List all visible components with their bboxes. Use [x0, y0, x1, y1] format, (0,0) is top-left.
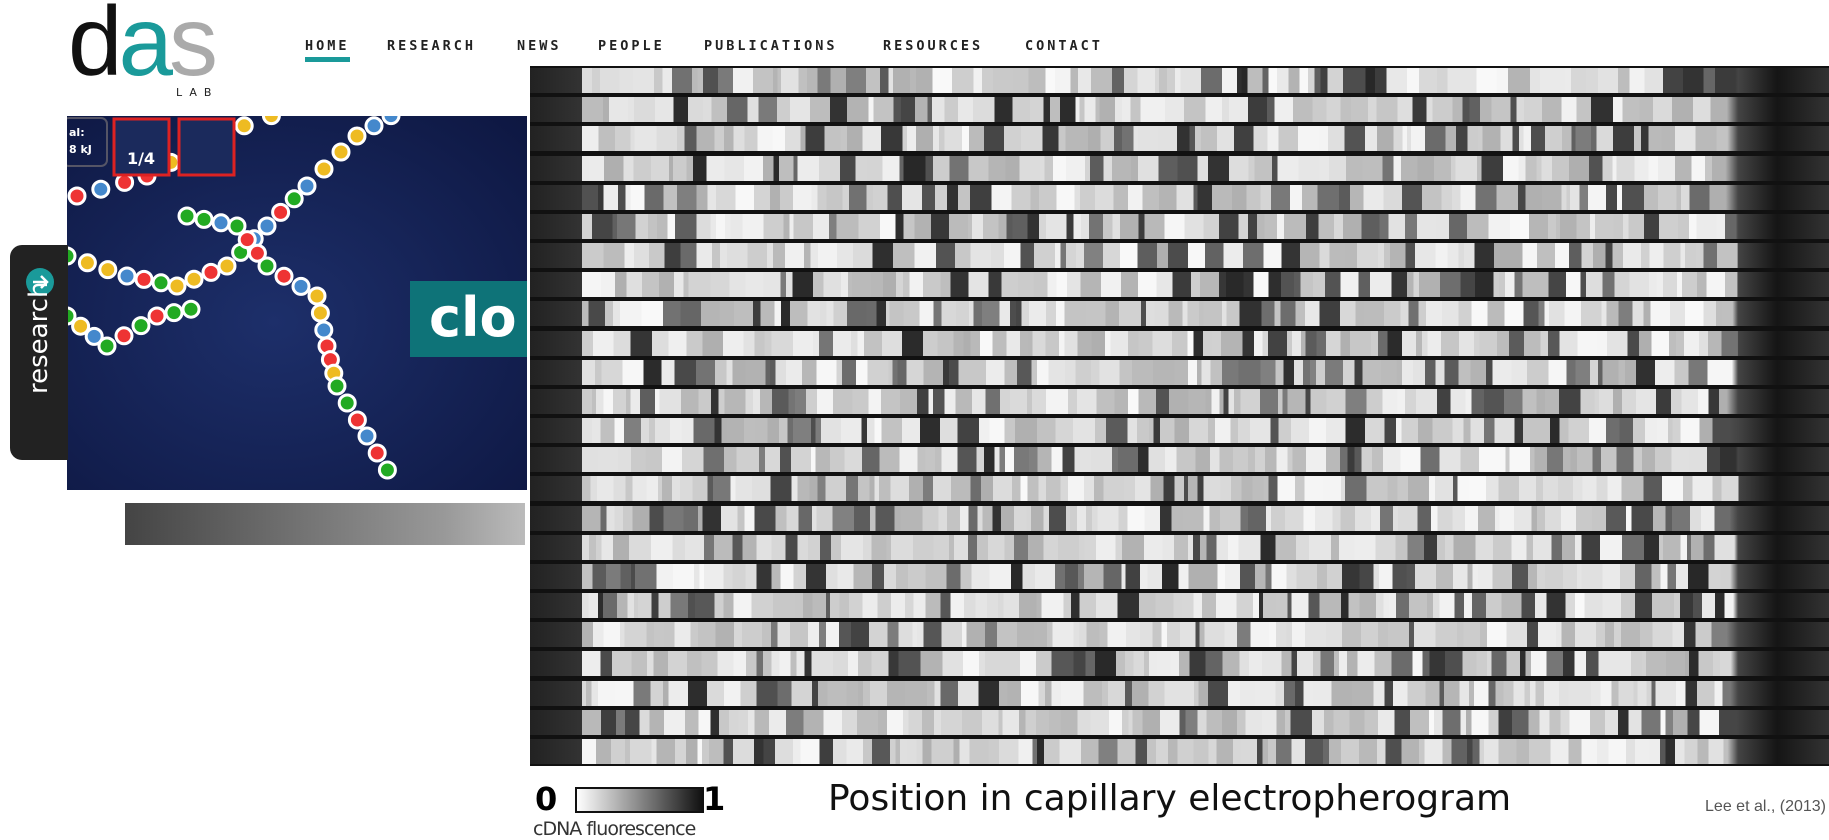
gel-lane — [530, 214, 1829, 239]
gel-lane — [530, 447, 1829, 472]
bead — [263, 116, 279, 124]
bead — [196, 211, 212, 227]
gel-lane — [530, 710, 1829, 735]
bead — [349, 412, 365, 428]
banner-title: clo — [429, 286, 517, 349]
bead — [276, 268, 292, 284]
bead — [312, 305, 328, 321]
gel-lane — [530, 506, 1829, 531]
gel-lane — [530, 97, 1829, 122]
bead — [203, 264, 219, 280]
logo-letter: s — [169, 0, 214, 96]
bead — [259, 258, 275, 274]
gel-lane — [530, 272, 1829, 297]
bead — [79, 255, 95, 271]
gel-lane — [530, 681, 1829, 706]
nav-link[interactable]: RESEARCH — [387, 38, 476, 54]
counter: 1/4 — [127, 149, 155, 168]
gel-lane — [530, 564, 1829, 589]
logo-letter: d — [68, 0, 119, 96]
bead — [99, 338, 115, 354]
gel-lane — [530, 243, 1829, 268]
gel-lane — [530, 360, 1829, 385]
bead — [69, 188, 85, 204]
gel-lane — [530, 389, 1829, 414]
bead — [286, 191, 302, 207]
bead — [293, 278, 309, 294]
energy-value: 8 kJ — [69, 143, 92, 156]
gel-lane — [530, 651, 1829, 676]
energy-label: al: — [69, 126, 85, 139]
bead — [309, 288, 325, 304]
gel-lane — [530, 739, 1829, 764]
credit: Lee et al., (2013) — [1705, 798, 1826, 816]
nav-link[interactable]: PUBLICATIONS — [704, 38, 838, 54]
bead — [339, 395, 355, 411]
gel-lane — [530, 622, 1829, 647]
bead — [133, 318, 149, 334]
bead — [93, 181, 109, 197]
bead — [119, 268, 135, 284]
banner-image[interactable]: al: 8 kJ 1/4 clo — [67, 116, 527, 490]
gel-lane — [530, 418, 1829, 443]
scale-max: 1 — [703, 780, 725, 818]
bead — [136, 271, 152, 287]
nav-link[interactable]: HOME — [305, 38, 350, 62]
bead — [349, 128, 365, 144]
gel-lane — [530, 331, 1829, 356]
bead — [316, 161, 332, 177]
body: das LAB HOME RESEARCH NEWS PEOPLE PUBLIC… — [0, 0, 1829, 840]
bead — [366, 118, 382, 134]
gel-lane — [530, 476, 1829, 501]
bead — [369, 445, 385, 461]
bead — [259, 218, 275, 234]
bead — [166, 305, 182, 321]
gel-image — [530, 66, 1829, 766]
bead — [153, 275, 169, 291]
slider-bar — [125, 503, 525, 545]
gel-lane — [530, 126, 1829, 151]
bead — [379, 462, 395, 478]
bead — [169, 278, 185, 294]
bead — [236, 118, 252, 134]
bead — [383, 116, 399, 124]
bead — [213, 215, 229, 231]
scale-bar — [575, 787, 704, 813]
bead — [149, 308, 165, 324]
logo[interactable]: das — [68, 0, 214, 90]
gel-lane — [530, 593, 1829, 618]
nav-link[interactable]: RESOURCES — [883, 38, 983, 54]
logo-letter: a — [119, 0, 170, 96]
axis-label: Position in capillary electropherogram — [828, 778, 1511, 819]
scale-min: 0 — [535, 780, 557, 818]
scale-label: cDNA fluorescence — [533, 818, 695, 840]
gel-lane — [530, 68, 1829, 93]
bead — [333, 144, 349, 160]
bead — [117, 174, 133, 190]
target-box — [179, 119, 234, 175]
bead — [179, 208, 195, 224]
bead — [329, 378, 345, 394]
bead — [186, 271, 202, 287]
gel-lane — [530, 301, 1829, 326]
bead — [316, 322, 332, 338]
bead — [359, 428, 375, 444]
page: Das Lab {"header": {"logo": "das", "logo… — [0, 0, 1829, 840]
bead — [116, 328, 132, 344]
bead — [183, 301, 199, 317]
gel-lane — [530, 156, 1829, 181]
logo-subtitle: LAB — [176, 86, 218, 99]
nav-link[interactable]: PEOPLE — [598, 38, 665, 54]
gel-lane — [530, 185, 1829, 210]
bead — [67, 248, 75, 264]
gel-lane — [530, 535, 1829, 560]
bead — [273, 204, 289, 220]
side-tab-label[interactable]: research — [24, 336, 54, 394]
nav-link[interactable]: NEWS — [517, 38, 562, 54]
nav-link[interactable]: CONTACT — [1025, 38, 1103, 54]
bead — [219, 258, 235, 274]
bead — [100, 262, 116, 278]
bead — [299, 178, 315, 194]
